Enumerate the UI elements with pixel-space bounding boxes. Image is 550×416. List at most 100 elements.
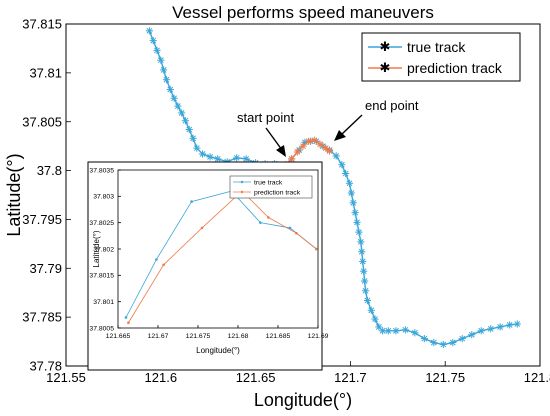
inset-prediction-track-point [162,263,165,267]
main-true-track-point [349,199,357,207]
main-true-track-point [242,155,250,163]
main-x-tick-label: 121.6 [145,370,178,385]
main-prediction-track-point [322,144,330,152]
main-true-track-point [358,248,366,256]
legend-prediction-track-label: prediction track [407,60,503,76]
inset-x-tick-label: 121.69 [308,333,329,340]
main-x-tick-label: 121.75 [425,370,465,385]
main-true-track-point [458,335,466,343]
inset-y-tick-label: 37.8005 [89,325,114,332]
main-true-track-point [332,152,340,160]
inset-y-tick-label: 37.8025 [89,220,114,227]
main-true-track-point [178,109,186,117]
main-true-track-point [160,66,168,74]
main-true-track-point [189,134,197,142]
main-true-track-point [487,325,495,333]
main-true-track-point [351,208,359,217]
main-true-track-point [185,125,193,134]
inset-prediction-track-point [127,321,130,325]
main-true-track-point [166,85,174,94]
main-y-tick-label: 37.79 [29,261,62,276]
main-true-track-point [477,327,485,335]
end-point-label: end point [365,98,419,113]
main-true-track-point [355,228,363,236]
inset-y-tick-label: 37.801 [93,299,114,306]
inset-true-track-point [124,316,128,319]
inset-true-track-point [288,226,292,230]
main-x-tick-label: 121.55 [46,370,86,385]
inset-x-axis: 121.665 121.67 121.675 121.68 121.685 121.69 [106,325,329,340]
inset-y-tick-label: 37.802 [93,246,114,253]
inset-legend-box [229,175,313,199]
legend-true-track-label: true track [407,39,466,55]
main-true-track-point [345,179,354,187]
main-x-axis: 121.55 121.6 121.65 121.7 121.75 121.8 [46,361,550,385]
main-true-track-point [496,323,504,331]
start-point-annotation: start point [237,110,294,157]
main-true-track-point [347,189,355,197]
main-legend-box [361,32,521,82]
inset-legend-prediction-track-label: prediction track [254,190,301,197]
main-true-track-point [157,56,165,64]
inset-prediction-track-point [295,231,298,235]
main-prediction-track-point [310,136,318,144]
main-true-track-point [392,327,400,335]
main-true-track-point [174,102,182,110]
main-y-tick-label: 37.805 [22,114,62,129]
inset-y-tick-label: 37.8015 [89,273,114,280]
main-y-tick-label: 37.795 [22,212,62,227]
inset-true-track-point [155,258,158,261]
main-true-track-point [361,287,370,295]
main-true-track-point [468,331,476,339]
main-prediction-track-point [316,140,324,148]
inset-prediction-track-point [315,247,318,251]
inset-x-tick-label: 121.67 [148,333,169,340]
inset-legend: true track prediction track [229,175,313,199]
main-legend: ✱ true track ✱ prediction track [361,32,521,82]
main-true-track-point [206,153,214,161]
main-true-track-point [401,326,409,334]
main-true-track-point [357,238,365,246]
end-point-annotation: end point [334,98,419,141]
main-prediction-track-point [325,147,334,155]
main-true-track-point [214,155,222,163]
start-point-arrow-head [276,145,286,157]
start-point-arrow-shaft [265,127,283,151]
end-point-arrow-shaft [341,114,363,135]
inset-x-tick-label: 121.665 [106,333,131,340]
inset-x-tick-label: 121.685 [266,333,291,340]
main-true-track-point [170,94,178,102]
main-true-track-point [145,27,154,35]
main-true-track-point [384,327,392,335]
main-y-axis: 37.78 37.785 37.79 37.795 37.8 37.805 37.81 37.… [22,17,71,374]
main-true-track-point [149,37,157,45]
inset-true-track-point [259,221,262,224]
main-prediction-track-point [305,137,313,145]
main-true-track-point [363,296,372,305]
main-true-track-point [353,218,361,226]
main-true-track-point [367,306,375,314]
inset-x-axis-label: Longitude(°) [196,346,240,355]
main-true-track-point [153,46,161,54]
main-prediction-track-point [293,148,301,156]
main-true-track-point [233,154,241,162]
main-prediction-track-point [299,142,307,150]
legend-true-track-marker: ✱ [380,39,391,54]
main-true-track-point [430,338,438,347]
inset-true-track-point [190,200,193,203]
main-y-tick-label: 37.815 [22,17,62,32]
main-true-track-point [198,150,207,158]
main-x-tick-label: 121.8 [524,370,550,385]
main-true-track-point [360,267,368,275]
main-chart-title: Vessel performs speed maneuvers [172,3,434,22]
inset-legend-prediction-track-marker [240,190,244,194]
main-y-tick-label: 37.8 [37,163,62,178]
inset-x-tick-label: 121.675 [186,333,211,340]
end-point-arrow-head [334,130,346,141]
main-true-track-point [361,277,369,285]
main-y-tick-label: 37.785 [22,310,62,325]
main-x-tick-label: 121.7 [334,370,367,385]
main-y-tick-label: 37.78 [29,359,62,374]
main-true-track-point [162,76,171,84]
main-x-tick-label: 121.65 [236,370,276,385]
